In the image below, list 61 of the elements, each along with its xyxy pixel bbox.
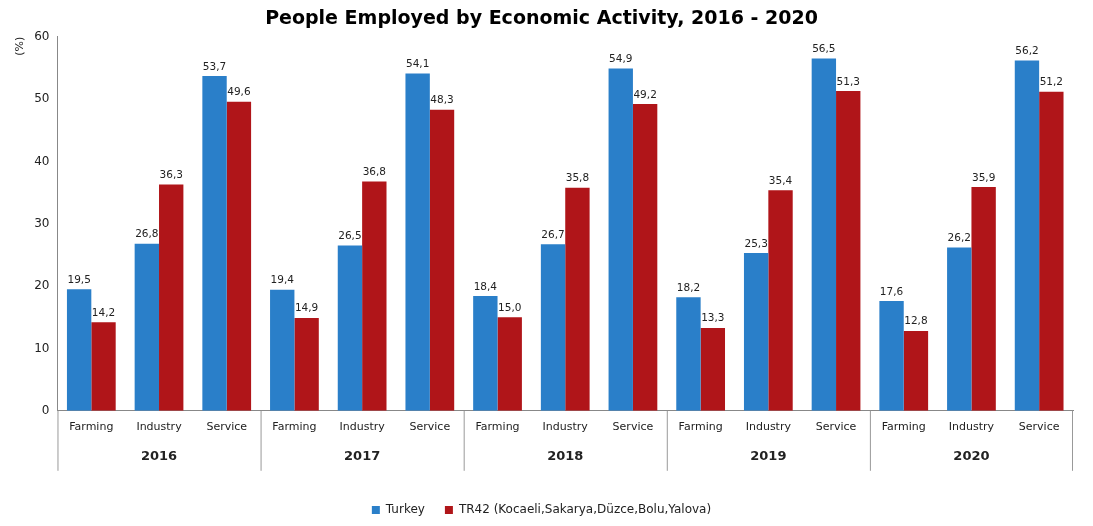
data-label: 15,0: [498, 300, 522, 313]
x-tick-label: Service: [815, 420, 857, 434]
data-label: 12,8: [904, 314, 928, 327]
y-tick-label: 10: [34, 340, 50, 355]
text: 2018: [547, 448, 584, 464]
x-tick-label: Service: [409, 420, 451, 434]
x-tick-label: Farming: [678, 420, 723, 434]
data-label: 18,2: [676, 280, 701, 293]
x-tick-label: Industry: [136, 420, 183, 434]
x-tick-label: Industry: [339, 420, 386, 434]
legend-label: Turkey: [384, 502, 425, 517]
data-label: 54,1: [405, 57, 430, 70]
data-label: 26,2: [947, 230, 971, 243]
text: 2017: [344, 448, 381, 464]
data-label: 26,5: [338, 229, 362, 242]
x-tick-label: Farming: [475, 420, 520, 434]
data-label: 56,5: [812, 42, 836, 55]
data-label: 36,3: [159, 168, 183, 181]
x-tick-label: Farming: [881, 420, 926, 434]
data-label: 51,2: [1039, 75, 1064, 88]
x-tick-label: Farming: [69, 420, 114, 434]
data-label: 19,5: [67, 272, 91, 285]
x-tick-label: Farming: [272, 420, 317, 434]
data-label: 36,8: [362, 164, 387, 177]
data-label: 19,4: [270, 273, 295, 286]
data-label: 14,9: [294, 301, 319, 314]
data-label: 35,8: [565, 171, 590, 184]
data-label: 26,8: [135, 227, 159, 240]
data-label: 49,6: [227, 85, 251, 98]
text: 2016: [140, 448, 178, 464]
y-tick-label: 30: [34, 215, 50, 230]
data-label: 13,3: [701, 311, 725, 324]
data-label: 56,2: [1015, 43, 1039, 56]
x-tick-label: Industry: [948, 420, 995, 434]
y-axis-title: (%): [13, 36, 27, 56]
data-label: 49,2: [633, 87, 657, 100]
y-tick-label: 0: [41, 402, 50, 417]
x-tick-label: Industry: [745, 420, 792, 434]
data-label: 35,4: [768, 173, 793, 186]
y-tick-label: 60: [34, 28, 50, 43]
data-label: 25,3: [744, 236, 768, 249]
x-tick-label: Service: [612, 420, 654, 434]
text: 2020: [953, 448, 990, 464]
y-tick-label: 20: [34, 278, 50, 293]
data-label: 48,3: [430, 93, 454, 106]
data-label: 35,9: [971, 170, 996, 183]
data-label: 51,3: [836, 74, 860, 87]
data-label: 26,7: [541, 227, 565, 240]
data-label: 14,2: [91, 305, 116, 318]
chart-title: People Employed by Economic Activity, 2016 - 2020: [265, 6, 818, 29]
x-tick-label: Service: [1018, 420, 1060, 434]
data-label: 53,7: [202, 59, 227, 72]
x-tick-label: Industry: [542, 420, 589, 434]
data-label: 18,4: [473, 279, 498, 292]
y-tick-label: 40: [34, 153, 50, 168]
y-tick-label: 50: [34, 91, 50, 106]
x-tick-label: Service: [206, 420, 248, 434]
legend-label: TR42 (Kocaeli,Sakarya,Düzce,Bolu,Yalova): [457, 502, 712, 517]
data-label: 17,6: [879, 284, 904, 297]
text: 2019: [750, 448, 787, 464]
data-label: 54,9: [609, 52, 633, 65]
